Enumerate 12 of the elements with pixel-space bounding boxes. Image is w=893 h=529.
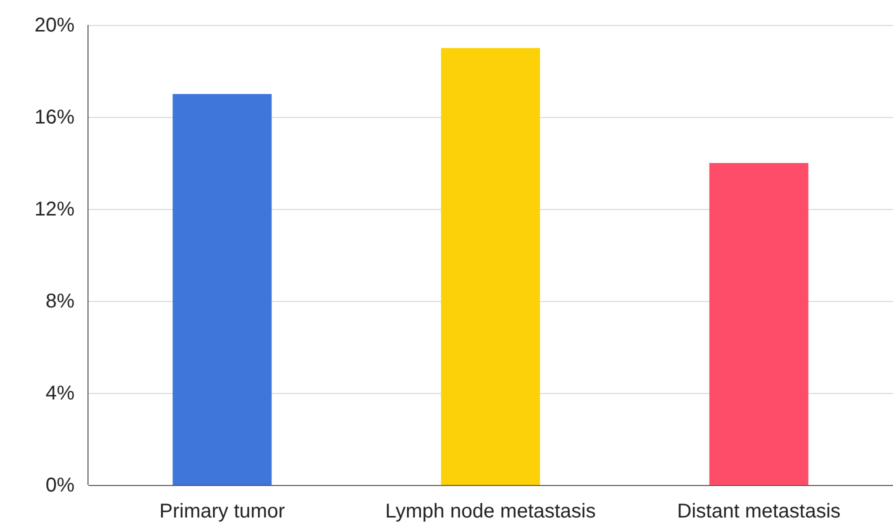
y-tick-label: 4% bbox=[46, 382, 75, 404]
y-tick-label: 0% bbox=[46, 474, 75, 496]
x-tick-label: Lymph node metastasis bbox=[385, 500, 596, 522]
y-tick-label: 8% bbox=[46, 290, 75, 312]
y-tick-label: 12% bbox=[34, 198, 75, 220]
bar bbox=[709, 163, 808, 485]
bar bbox=[440, 48, 540, 485]
bar bbox=[172, 94, 272, 485]
x-tick-label: Primary tumor bbox=[159, 500, 286, 522]
y-tick-label: 20% bbox=[34, 14, 75, 36]
y-tick-label: 16% bbox=[34, 106, 75, 128]
x-tick-label: Distant metastasis bbox=[677, 500, 841, 522]
